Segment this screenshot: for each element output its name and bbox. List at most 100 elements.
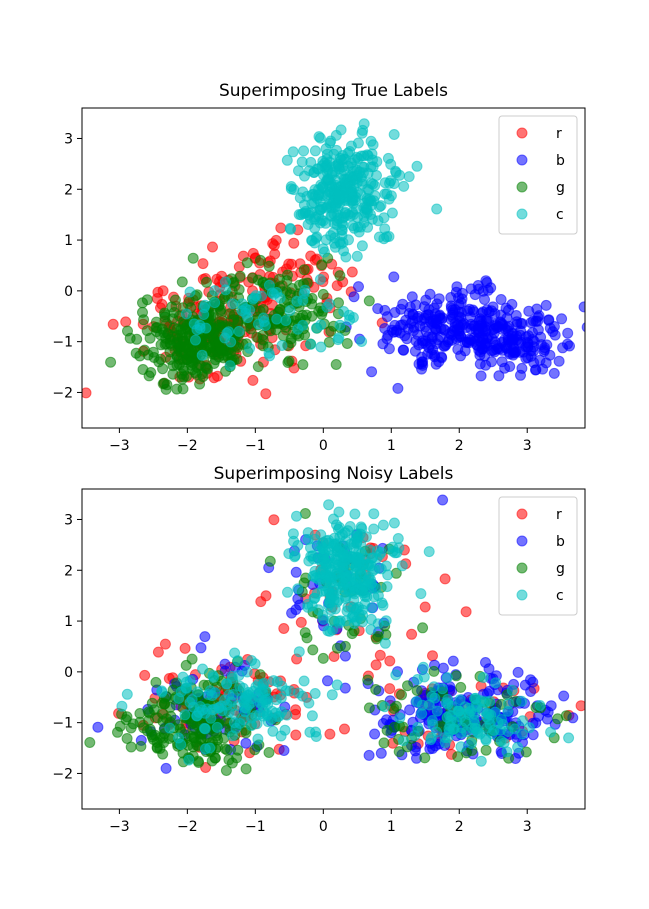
series-c [180, 118, 443, 372]
scatter-point [278, 745, 290, 756]
x-tick-label: 3 [523, 438, 532, 454]
scatter-point [223, 689, 235, 701]
scatter-point [317, 182, 329, 194]
scatter-point [394, 712, 406, 724]
scatter-point [388, 178, 400, 190]
scatter-point [121, 711, 133, 723]
scatter-point [552, 713, 564, 725]
scatter-point [291, 295, 303, 307]
x-tick-label: −2 [177, 819, 198, 835]
scatter-point [428, 302, 440, 314]
scatter-point [269, 248, 281, 260]
scatter-point [197, 258, 209, 270]
scatter-point [439, 573, 451, 585]
scatter-point [460, 322, 472, 333]
scatter-point [339, 540, 350, 552]
y-tick-label: −1 [52, 716, 73, 732]
scatter-point [107, 318, 119, 330]
scatter-point [293, 687, 304, 699]
scatter-point [173, 692, 185, 704]
scatter-point [290, 566, 302, 578]
scatter-point [398, 344, 410, 356]
scatter-point [285, 223, 297, 235]
scatter-point [122, 325, 133, 337]
scatter-point [276, 340, 288, 351]
scatter-point [313, 131, 325, 143]
scatter-point [426, 715, 438, 726]
legend-label: c [556, 207, 564, 223]
scatter-point [347, 161, 359, 173]
scatter-point [198, 722, 210, 734]
scatter-point [299, 627, 311, 639]
subplot-1: Superimposing True Labels −3 −2 −1 0 1 2 3 −2 −1 0… [52, 81, 586, 454]
scatter-point [205, 712, 217, 724]
legend-marker [516, 535, 528, 547]
scatter-point [453, 328, 465, 340]
scatter-point [275, 222, 287, 234]
scatter-point [314, 274, 326, 285]
scatter-point [340, 577, 352, 589]
x-tick-label: −3 [109, 819, 130, 835]
scatter-point [370, 684, 382, 695]
scatter-point [291, 510, 302, 522]
scatter-point [417, 622, 429, 634]
scatter-point [208, 671, 220, 683]
scatter-point [331, 144, 342, 156]
scatter-point [202, 689, 214, 700]
scatter-point [388, 517, 400, 529]
scatter-point [424, 288, 436, 300]
scatter-point [153, 356, 165, 368]
scatter-point [278, 623, 290, 634]
x-tick-label: 2 [455, 438, 464, 454]
legend-label: c [556, 588, 564, 604]
scatter-point [263, 747, 275, 758]
scatter-point [220, 765, 232, 776]
scatter-point [530, 364, 542, 376]
scatter-point [339, 650, 351, 662]
scatter-point [246, 655, 257, 666]
scatter-point [372, 590, 384, 602]
scatter-point [501, 342, 513, 354]
scatter-point [346, 186, 358, 198]
scatter-point [363, 702, 375, 714]
scatter-point [431, 203, 443, 215]
scatter-point [333, 332, 345, 344]
scatter-point [304, 726, 316, 738]
legend-marker [516, 562, 528, 574]
scatter-point [480, 275, 492, 287]
scatter-point [292, 583, 304, 595]
scatter-point [495, 735, 507, 747]
scatter-point [415, 588, 427, 600]
scatter-point [352, 137, 364, 149]
scatter-point [317, 652, 329, 664]
scatter-point [392, 382, 404, 394]
scatter-point [247, 374, 259, 386]
scatter-point [475, 755, 487, 767]
scatter-point [255, 254, 266, 266]
scatter-point [397, 721, 409, 733]
scatter-point [384, 655, 396, 667]
scatter-points [82, 118, 585, 400]
scatter-point [226, 670, 238, 682]
scatter-point [228, 717, 240, 729]
scatter-point [490, 677, 502, 689]
scatter-point [212, 370, 223, 382]
scatter-point [287, 528, 299, 540]
scatter-point [540, 299, 552, 311]
scatter-point [341, 338, 353, 349]
scatter-point [260, 388, 272, 400]
scatter-point [303, 555, 315, 567]
scatter-point [339, 640, 351, 652]
scatter-point [402, 680, 413, 692]
scatter-point [299, 170, 310, 182]
scatter-point [262, 716, 274, 728]
scatter-point [453, 311, 465, 323]
series-b [340, 271, 585, 394]
y-tick-label: −2 [52, 766, 73, 782]
scatter-point [532, 315, 544, 327]
scatter-point [221, 744, 233, 756]
scatter-point [383, 231, 395, 242]
x-tick-label: −1 [245, 819, 266, 835]
x-tick-label: 3 [523, 819, 532, 835]
